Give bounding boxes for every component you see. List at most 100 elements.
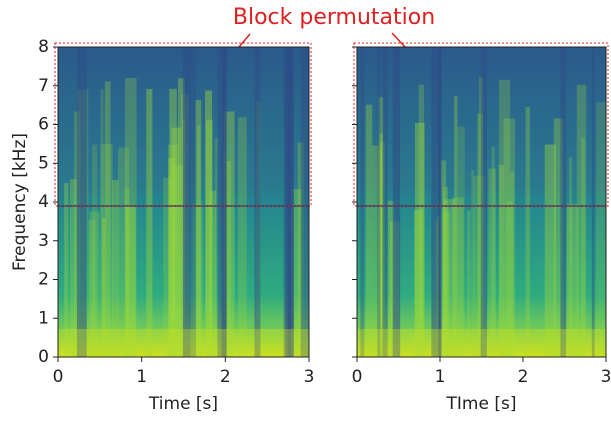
spectrogram-texture <box>104 81 111 357</box>
spectrogram-texture <box>190 47 196 357</box>
spectrogram-texture <box>76 47 87 357</box>
x-axis-label: TIme [s] <box>446 394 517 414</box>
spectrogram-texture <box>414 210 423 357</box>
spectrogram-texture <box>553 118 564 357</box>
spectrogram-texture <box>89 211 100 357</box>
spectrogram-texture <box>124 78 137 357</box>
spectrogram-texture <box>414 122 425 357</box>
spectrogram-texture <box>466 210 471 357</box>
y-tick-label: 0 <box>38 347 49 367</box>
x-tick-label: 1 <box>435 367 446 387</box>
spectrogram-texture <box>387 200 395 357</box>
spectrogram-texture <box>377 47 381 357</box>
spectrogram-texture <box>287 47 294 357</box>
spectrogram-texture <box>171 127 181 357</box>
spectrogram-texture <box>382 47 388 357</box>
spectrogram-texture <box>100 143 113 357</box>
spectrogram-texture <box>237 117 247 357</box>
spectrogram-texture <box>117 147 129 357</box>
spectrogram-texture <box>477 113 484 357</box>
spectrogram-texture <box>297 142 304 357</box>
spectrogram-texture <box>418 84 424 357</box>
spectrogram-texture <box>168 144 179 357</box>
spectrogram-texture <box>88 220 96 357</box>
x-axis-label: Time [s] <box>148 394 218 414</box>
spectrogram-texture <box>357 329 606 357</box>
spectrogram-texture <box>498 164 504 357</box>
spectrogram-texture <box>503 118 516 357</box>
spectrogram-texture <box>442 186 448 357</box>
y-tick-label: 1 <box>38 308 49 328</box>
spectrogram-texture <box>360 47 365 357</box>
spectrogram-texture <box>454 96 458 357</box>
spectrogram-texture <box>214 137 219 357</box>
y-axis-label: Frequency [kHz] <box>10 133 30 271</box>
spectrogram-texture <box>254 47 261 357</box>
spectrogram-texture <box>100 89 104 357</box>
spectrogram-texture <box>473 175 486 357</box>
spectrogram-texture <box>452 197 464 357</box>
spectrogram-texture <box>92 144 98 357</box>
x-tick-label: 3 <box>304 367 315 387</box>
spectrogram-texture <box>112 179 119 357</box>
spectrogram-texture <box>58 329 309 357</box>
spectrogram-texture <box>283 47 291 357</box>
spectrogram <box>58 47 309 357</box>
spectrogram-texture <box>471 169 475 357</box>
spectrogram-texture <box>443 199 456 357</box>
x-tick-label: 1 <box>136 367 147 387</box>
spectrogram-texture <box>195 100 202 357</box>
spectrogram-texture <box>442 211 450 357</box>
spectrogram-texture <box>192 203 204 357</box>
spectrogram-texture <box>372 145 382 357</box>
spectrogram-texture <box>177 78 185 357</box>
spectrogram-texture <box>169 88 177 357</box>
spectrogram-texture <box>506 201 513 357</box>
spectrogram-texture <box>221 47 227 357</box>
spectrogram-texture <box>596 102 606 357</box>
spectrogram-texture <box>197 125 201 357</box>
x-tick-label: 3 <box>601 367 611 387</box>
spectrogram-texture <box>510 171 514 357</box>
spectrogram-texture <box>69 179 77 357</box>
y-tick-label: 8 <box>38 37 49 57</box>
spectrogram-texture <box>438 47 441 357</box>
x-tick-label: 0 <box>53 367 64 387</box>
spectrogram-texture <box>457 126 465 357</box>
spectrogram-texture <box>560 47 567 357</box>
y-tick-label: 5 <box>38 153 49 173</box>
spectrogram-texture <box>209 190 216 357</box>
spectrogram-texture <box>102 217 106 357</box>
spectrogram-texture <box>498 79 511 357</box>
spectrogram-texture <box>256 101 261 357</box>
spectrogram-texture <box>163 177 172 357</box>
spectrogram-texture <box>576 84 587 357</box>
y-tick-label: 3 <box>38 231 49 251</box>
spectrogram-texture <box>125 205 136 357</box>
spectrogram-texture <box>544 144 557 357</box>
spectrogram-texture <box>431 47 441 357</box>
spectrogram-texture <box>168 157 175 357</box>
spectrogram-texture <box>172 165 184 357</box>
x-tick-label: 2 <box>518 367 529 387</box>
annotation: Block permutation <box>233 5 435 30</box>
spectrogram-texture <box>581 137 586 357</box>
spectrogram-texture <box>591 47 595 357</box>
spectrogram-texture <box>205 119 213 357</box>
spectrogram-texture <box>480 47 487 357</box>
spectrogram-texture <box>378 149 383 357</box>
y-tick-label: 4 <box>38 192 49 212</box>
spectrogram-texture <box>223 111 235 357</box>
spectrogram-texture <box>300 47 309 357</box>
y-tick-label: 2 <box>38 270 49 290</box>
spectrogram-texture <box>205 90 212 357</box>
spectrogram-texture <box>290 189 302 357</box>
x-tick-label: 0 <box>352 367 363 387</box>
spectrogram-texture <box>568 157 573 357</box>
spectrogram-texture <box>488 168 497 357</box>
spectrogram-texture <box>378 133 383 357</box>
y-tick-label: 6 <box>38 115 49 135</box>
spectrogram-texture <box>392 47 401 357</box>
spectrogram-texture <box>491 146 496 357</box>
